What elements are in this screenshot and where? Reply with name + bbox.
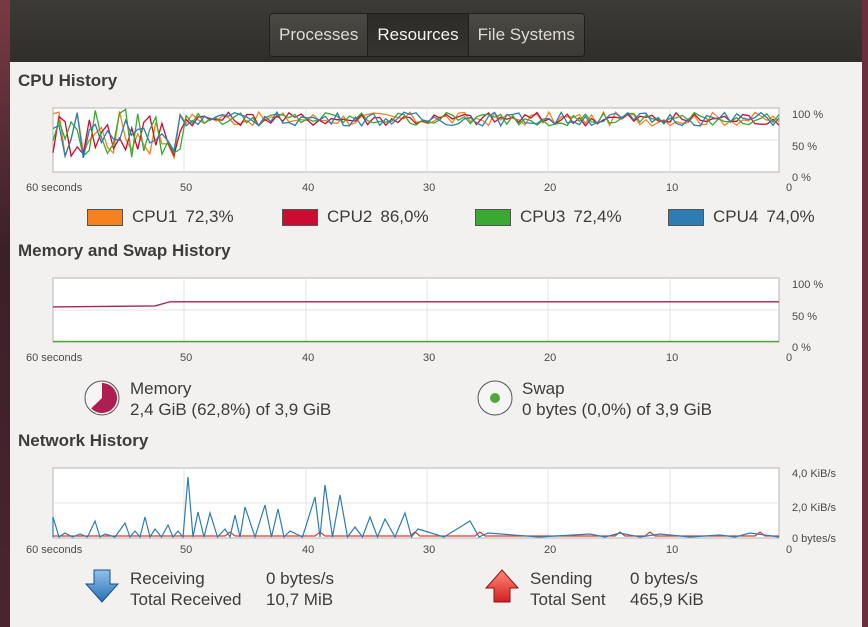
header-bar: Processes Resources File Systems bbox=[10, 0, 862, 62]
cpu2-value: 86,0% bbox=[380, 207, 429, 226]
receiving-label: Receiving bbox=[130, 569, 205, 588]
network-x-tick: 60 seconds bbox=[26, 544, 83, 556]
cpu-x-tick: 30 bbox=[423, 182, 435, 194]
tab-file-systems[interactable]: File Systems bbox=[468, 14, 584, 56]
desktop-background-right bbox=[862, 0, 868, 627]
cpu-y-tick: 0 % bbox=[792, 172, 811, 184]
cpu-x-tick: 10 bbox=[666, 182, 678, 194]
network-history-title: Network History bbox=[18, 431, 149, 450]
memory-stats: Memory 2,4 GiB (62,8%) of 3,9 GiB bbox=[130, 378, 331, 420]
cpu4-value: 74,0% bbox=[766, 207, 815, 226]
cpu1-value: 72,3% bbox=[185, 207, 234, 226]
cpu-series-line bbox=[52, 108, 780, 158]
network-x-tick: 30 bbox=[423, 544, 435, 556]
swap-pie-icon[interactable] bbox=[475, 378, 515, 418]
memory-x-tick: 30 bbox=[423, 352, 435, 364]
cpu-series-line bbox=[52, 110, 780, 159]
memory-history-graph: 60 seconds 50 40 30 20 10 0 100 % 50 % 0… bbox=[20, 270, 840, 366]
cpu4-label: CPU4 bbox=[713, 207, 759, 226]
tab-resources[interactable]: Resources bbox=[368, 14, 469, 56]
sending-label: Sending bbox=[530, 569, 593, 588]
memory-x-tick: 60 seconds bbox=[26, 352, 83, 364]
cpu-series-line bbox=[52, 111, 780, 158]
cpu-x-tick: 20 bbox=[544, 182, 556, 194]
cpu-series-line bbox=[52, 110, 780, 161]
desktop-background-left bbox=[0, 0, 10, 627]
memory-grid bbox=[53, 278, 779, 342]
system-monitor-window: Processes Resources File Systems CPU His… bbox=[10, 0, 862, 627]
network-x-tick: 0 bbox=[786, 544, 792, 556]
download-arrow-icon[interactable] bbox=[84, 568, 120, 604]
upload-arrow-icon[interactable] bbox=[484, 568, 520, 604]
memory-pie-icon[interactable] bbox=[82, 378, 122, 418]
memory-x-tick: 10 bbox=[666, 352, 678, 364]
swap-label: Swap bbox=[522, 379, 565, 398]
network-x-tick: 50 bbox=[180, 544, 192, 556]
cpu-y-tick: 100 % bbox=[792, 109, 823, 121]
sending-stats: Sending 0 bytes/s Total Sent 465,9 KiB bbox=[530, 568, 704, 610]
cpu-lines bbox=[52, 108, 780, 161]
tab-processes[interactable]: Processes bbox=[270, 14, 369, 56]
cpu1-label: CPU1 bbox=[132, 207, 178, 226]
cpu-x-tick: 50 bbox=[180, 182, 192, 194]
cpu-history-title: CPU History bbox=[18, 71, 118, 90]
cpu3-label: CPU3 bbox=[520, 207, 566, 226]
cpu-y-tick: 50 % bbox=[792, 141, 817, 153]
memory-x-tick: 40 bbox=[302, 352, 314, 364]
network-y-tick: 2,0 KiB/s bbox=[792, 502, 837, 514]
network-y-tick: 0 bytes/s bbox=[792, 533, 837, 545]
cpu3-value: 72,4% bbox=[573, 207, 622, 226]
total-received-label: Total Received bbox=[130, 590, 242, 609]
memory-history-title: Memory and Swap History bbox=[18, 241, 231, 260]
memory-y-tick: 0 % bbox=[792, 342, 811, 354]
swap-stats: Swap 0 bytes (0,0%) of 3,9 GiB bbox=[522, 378, 712, 420]
memory-x-tick: 50 bbox=[180, 352, 192, 364]
cpu4-color-button[interactable] bbox=[668, 208, 704, 226]
total-sent-label: Total Sent bbox=[530, 590, 606, 609]
view-switcher: Processes Resources File Systems bbox=[269, 13, 585, 57]
cpu-x-tick: 40 bbox=[302, 182, 314, 194]
cpu4-legend: CPU4 74,0% bbox=[668, 207, 815, 227]
cpu3-color-button[interactable] bbox=[475, 208, 511, 226]
network-history-graph: 60 seconds 50 40 30 20 10 0 4,0 KiB/s 2,… bbox=[20, 460, 862, 556]
cpu2-label: CPU2 bbox=[327, 207, 373, 226]
receiving-value: 0 bytes/s bbox=[266, 569, 335, 588]
cpu2-legend: CPU2 86,0% bbox=[282, 207, 429, 227]
network-x-tick: 40 bbox=[302, 544, 314, 556]
network-y-tick: 4,0 KiB/s bbox=[792, 468, 837, 480]
memory-value: 2,4 GiB (62,8%) of 3,9 GiB bbox=[130, 400, 332, 419]
cpu1-color-button[interactable] bbox=[87, 208, 123, 226]
memory-x-tick: 0 bbox=[786, 352, 792, 364]
memory-usage-line bbox=[52, 301, 779, 308]
memory-y-tick: 100 % bbox=[792, 279, 823, 291]
memory-x-tick: 20 bbox=[544, 352, 556, 364]
total-received-value: 10,7 MiB bbox=[266, 590, 334, 609]
sending-value: 0 bytes/s bbox=[630, 569, 699, 588]
total-sent-value: 465,9 KiB bbox=[630, 590, 704, 609]
cpu-x-tick: 0 bbox=[786, 182, 792, 194]
cpu-history-graph: 60 seconds 50 40 30 20 10 0 100 % 50 % 0… bbox=[20, 100, 840, 196]
memory-label: Memory bbox=[130, 379, 192, 398]
swap-value: 0 bytes (0,0%) of 3,9 GiB bbox=[522, 400, 712, 419]
network-x-tick: 10 bbox=[666, 544, 678, 556]
sending-line bbox=[53, 531, 779, 537]
cpu1-legend: CPU1 72,3% bbox=[87, 207, 234, 227]
network-x-tick: 20 bbox=[544, 544, 556, 556]
receiving-line bbox=[52, 476, 780, 539]
memory-y-tick: 50 % bbox=[792, 311, 817, 323]
receiving-stats: Receiving 0 bytes/s Total Received 10,7 … bbox=[130, 568, 334, 610]
cpu-x-tick: 60 seconds bbox=[26, 182, 83, 194]
cpu3-legend: CPU3 72,4% bbox=[475, 207, 622, 227]
cpu2-color-button[interactable] bbox=[282, 208, 318, 226]
